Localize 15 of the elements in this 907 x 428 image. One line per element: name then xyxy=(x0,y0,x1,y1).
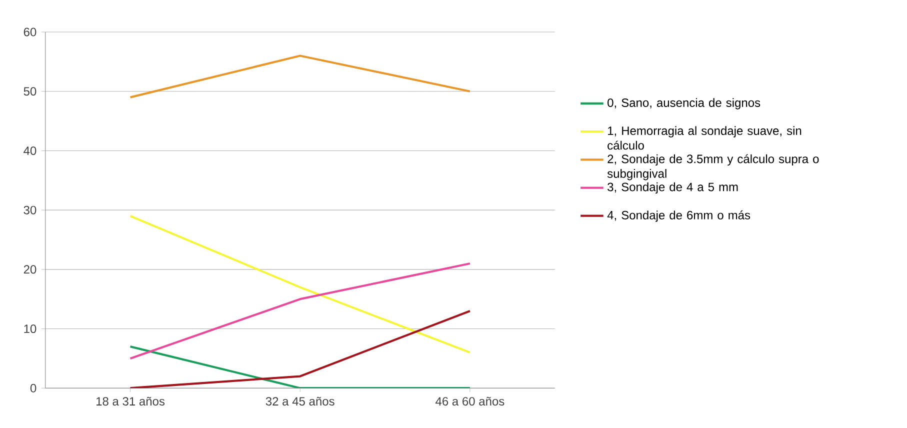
legend-label: 2, Sondaje de 3.5mm y cálculo supra o subgingival xyxy=(607,154,819,180)
legend-label: 0, Sano, ausencia de signos xyxy=(608,98,760,110)
y-tick-label: 40 xyxy=(24,146,36,155)
x-tick-label: 32 a 45 años xyxy=(266,396,334,406)
y-tick-label: 60 xyxy=(24,28,36,36)
legend-label: 4, Sondaje de 6mm o más xyxy=(607,210,750,222)
legend-label: 1, Hemorragia al sondaje suave, sin cálculo xyxy=(608,126,802,150)
x-tick-label: 18 a 31 años xyxy=(96,396,165,406)
legend-label: 3, Sondaje de 4 a 5 mm xyxy=(608,182,738,194)
y-tick-label: 10 xyxy=(24,324,36,333)
y-tick-label: 0 xyxy=(30,384,36,392)
y-tick-label: 20 xyxy=(24,265,36,274)
x-tick-label: 46 a 60 años xyxy=(436,396,504,406)
y-tick-label: 30 xyxy=(24,206,36,214)
y-tick-label: 50 xyxy=(24,87,36,96)
